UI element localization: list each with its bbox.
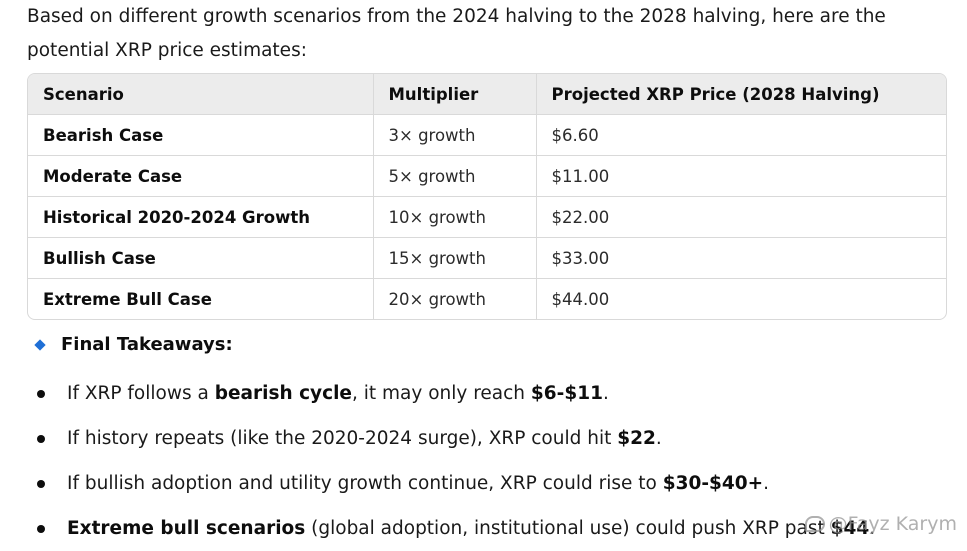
bullet-icon [37,480,45,488]
price-cell: $44.00 [551,289,610,309]
chat-bubble-icon [804,516,825,532]
diamond-icon [34,338,46,351]
bullet-icon [37,390,45,398]
intro-text: Based on different growth scenarios from… [27,6,886,61]
price-cell: $6.60 [536,114,946,156]
multiplier-cell: 15× growth [373,237,537,279]
list-item: If history repeats (like the 2020-2024 s… [0,416,875,461]
watermark: @Fayz Karym [804,513,957,535]
column-header-multiplier: Multiplier [373,74,537,115]
takeaways-list: If XRP follows a bearish cycle, it may o… [0,371,875,551]
list-item: If XRP follows a bearish cycle, it may o… [0,371,875,416]
table-row: Extreme Bull Case 20× growth $44.00 [28,278,946,319]
bullet-icon [37,435,45,443]
table-row: Bullish Case 15× growth $33.00 [28,237,946,279]
takeaways-heading: Final Takeaways: [33,334,233,355]
scenario-cell: Bullish Case [28,237,374,279]
price-cell: $22.00 [536,196,946,238]
column-header-projected-price: Projected XRP Price (2028 Halving) [536,74,946,115]
multiplier-cell: 20× growth [373,278,537,319]
multiplier-cell: 10× growth [373,196,537,238]
bullet-icon [37,525,45,533]
table-row: Historical 2020-2024 Growth 10× growth $… [28,196,946,238]
scenario-cell: Historical 2020-2024 Growth [28,196,374,238]
scenario-cell: Bearish Case [28,114,374,156]
list-item: If bullish adoption and utility growth c… [0,461,875,506]
watermark-text: @Fayz Karym [828,513,957,535]
multiplier-cell: 5× growth [373,155,537,197]
multiplier-cell: 3× growth [373,114,537,156]
scenario-cell: Moderate Case [28,155,374,197]
price-cell: $33.00 [536,237,946,279]
table-row: Moderate Case 5× growth $11.00 [28,155,946,197]
scenario-cell: Extreme Bull Case [28,278,374,319]
price-estimate-table: Scenario Multiplier Projected XRP Price … [27,73,947,320]
column-header-scenario: Scenario [28,74,374,115]
table-header-row: Scenario Multiplier Projected XRP Price … [28,74,946,115]
takeaways-title: Final Takeaways: [61,334,233,355]
price-cell: $11.00 [536,155,946,197]
table-row: Bearish Case 3× growth $6.60 [28,114,946,156]
list-item: Extreme bull scenarios (global adoption,… [0,506,875,551]
